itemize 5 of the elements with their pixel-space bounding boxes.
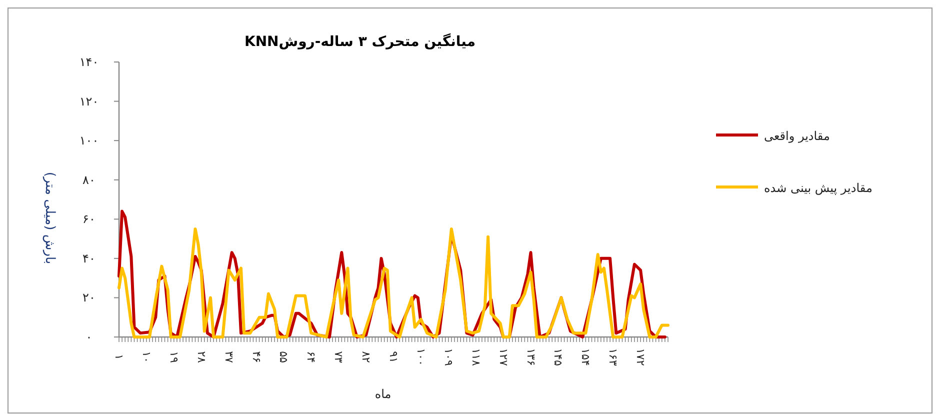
legend-label: مقادیر پیش بینی شده [764, 181, 872, 195]
legend-label: مقادیر واقعی [764, 129, 830, 143]
chart-title: میانگین متحرک ۳ ساله-روشKNN [244, 33, 476, 50]
y-axis-title: بارش (میلی متر) [42, 172, 57, 264]
x-axis-title: ماه [374, 387, 392, 401]
